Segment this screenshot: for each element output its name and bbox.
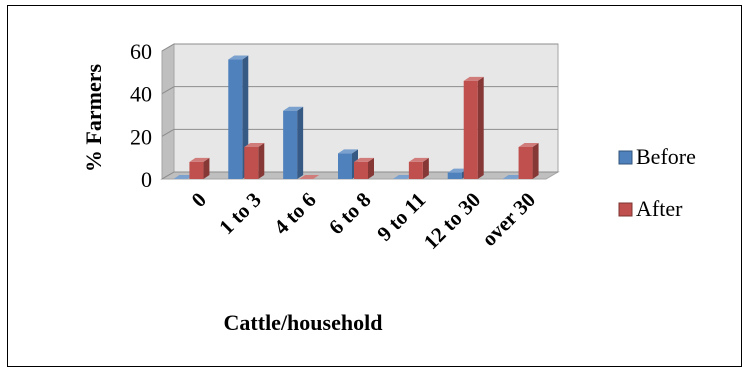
bar (463, 76, 484, 179)
y-tick-label: 0 (141, 167, 152, 192)
bars (173, 55, 539, 179)
bar-front (408, 161, 423, 179)
bar-front (244, 147, 259, 179)
bar-side (203, 157, 210, 179)
bar-front (447, 172, 462, 179)
bar-top (447, 168, 468, 173)
y-tick-label: 60 (130, 39, 152, 64)
bar-side (297, 106, 304, 179)
x-tick-label: 4 to 6 (269, 188, 321, 240)
legend-swatch (618, 150, 633, 165)
bar-front (518, 147, 533, 179)
bar-front (463, 80, 478, 179)
bar-top (408, 157, 429, 162)
bar-top (228, 55, 249, 60)
bar (518, 143, 539, 179)
gridline-diagonal (161, 171, 175, 180)
bar-top (392, 175, 413, 179)
x-tick-label: over 30 (477, 188, 540, 251)
legend: Before After (618, 144, 696, 221)
bar (299, 175, 320, 179)
legend-swatch (618, 202, 633, 217)
bar-front (338, 153, 352, 179)
bar-front (354, 161, 368, 179)
bar (244, 143, 265, 179)
x-tick-label: 1 to 3 (214, 188, 266, 240)
bar (354, 157, 374, 179)
bar-top (502, 175, 523, 179)
legend-label: Before (636, 144, 696, 169)
bar (392, 175, 413, 179)
bar-top (299, 175, 320, 179)
bar (283, 106, 304, 179)
x-tick-label: 12 to 30 (419, 188, 485, 254)
bar-top (244, 143, 265, 147)
gridline-diagonal (161, 43, 175, 52)
gridline-diagonal (161, 128, 175, 137)
bar (189, 157, 210, 179)
bar-side (532, 143, 539, 179)
side-wall (161, 43, 175, 180)
bar-top (189, 157, 210, 162)
bar-front (228, 59, 243, 179)
bar-front (189, 161, 204, 179)
bar (408, 157, 429, 179)
bar-top (173, 175, 194, 179)
bar-top (338, 149, 358, 154)
bar (502, 175, 523, 179)
bar-side (258, 143, 265, 179)
bar-top (354, 157, 374, 162)
x-tick-label: 0 (187, 188, 211, 212)
y-axis-title: % Farmers (81, 64, 106, 173)
bar-top (518, 143, 539, 147)
x-axis-title: Cattle/household (224, 310, 383, 335)
bar-side (368, 157, 374, 179)
y-tick-label: 40 (130, 82, 152, 107)
bar-side (422, 157, 429, 179)
bar (173, 175, 194, 179)
gridline-diagonal (161, 86, 175, 95)
y-tick-label: 20 (130, 124, 152, 149)
legend-label: After (636, 196, 683, 221)
bar-top (283, 106, 304, 111)
bar (228, 55, 249, 179)
x-tick-label: 6 to 8 (324, 188, 376, 240)
bar-side (477, 76, 484, 179)
y-tick-labels: 0 20 40 60 (130, 39, 152, 192)
bar-top (463, 76, 484, 81)
bar-front (283, 110, 298, 179)
